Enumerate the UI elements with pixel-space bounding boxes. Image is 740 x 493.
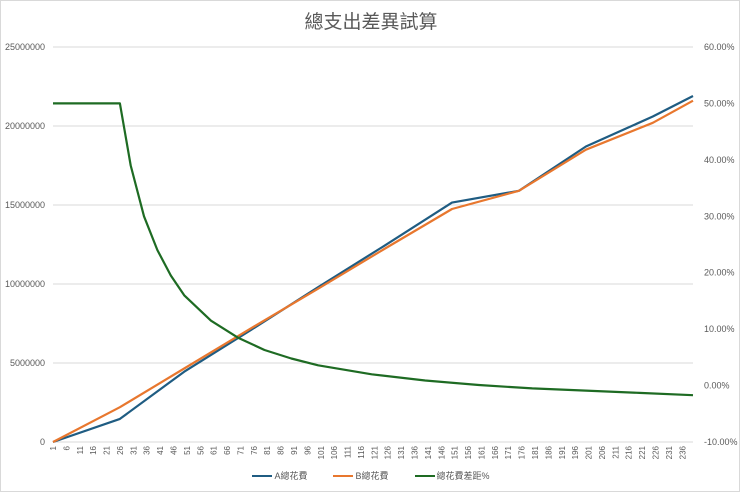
x-tick: 81 (263, 445, 272, 454)
legend-swatch-a (252, 474, 273, 477)
legend: A總花費 B總花費 總花費差距% (1, 469, 740, 482)
x-tick: 171 (504, 445, 513, 459)
series-line-2 (53, 102, 694, 397)
x-tick: 91 (290, 445, 299, 454)
x-tick: 11 (76, 445, 85, 454)
legend-swatch-b (333, 474, 354, 477)
y-right-tick: 20.00% (704, 268, 735, 278)
x-tick: 166 (491, 445, 500, 459)
x-tick: 146 (437, 445, 446, 459)
x-tick: 56 (196, 445, 205, 454)
x-tick: 111 (344, 445, 353, 458)
x-tick: 131 (397, 445, 406, 459)
x-tick: 121 (370, 445, 379, 459)
y-left-tick: 0 (40, 437, 45, 447)
x-tick: 136 (411, 445, 420, 459)
x-tick: 76 (250, 445, 259, 454)
x-tick: 21 (103, 445, 112, 454)
x-tick: 106 (330, 445, 339, 459)
x-tick: 226 (652, 445, 661, 459)
legend-item-diff: 總花費差距% (414, 469, 490, 482)
x-tick: 236 (678, 445, 687, 459)
y-left-tick: 15000000 (5, 200, 45, 210)
x-tick: 181 (531, 445, 540, 459)
x-tick: 221 (638, 445, 647, 459)
x-tick: 71 (236, 445, 245, 454)
x-tick: 26 (116, 445, 125, 454)
x-tick: 96 (303, 445, 312, 454)
y-left-tick: 5000000 (10, 358, 45, 368)
x-tick: 116 (357, 445, 366, 458)
x-tick: 41 (156, 445, 165, 454)
y-right-tick: 50.00% (704, 98, 735, 108)
x-tick: 6 (62, 445, 71, 450)
x-tick: 201 (585, 445, 594, 459)
x-tick: 101 (317, 445, 326, 459)
legend-item-a: A總花費 (252, 469, 307, 482)
y-right-tick: 30.00% (704, 211, 735, 221)
x-tick: 231 (665, 445, 674, 459)
x-tick: 51 (183, 445, 192, 454)
x-tick: 196 (571, 445, 580, 459)
x-tick: 191 (558, 445, 567, 459)
x-tick: 31 (129, 445, 138, 454)
x-tick: 66 (223, 445, 232, 454)
y-right-tick: 0.00% (704, 381, 730, 391)
legend-label-a: A總花費 (274, 471, 308, 481)
x-tick: 161 (477, 445, 486, 459)
series-line-1 (52, 99, 694, 443)
x-tick: 176 (518, 445, 527, 459)
x-tick: 141 (424, 445, 433, 459)
legend-swatch-diff (414, 474, 435, 477)
x-tick: 186 (544, 445, 553, 459)
x-tick: 61 (210, 445, 219, 454)
x-tick: 156 (464, 445, 473, 459)
x-tick: 216 (625, 445, 634, 459)
x-tick: 1 (49, 445, 58, 450)
x-tick: 36 (143, 445, 152, 454)
legend-label-b: B總花費 (355, 471, 389, 481)
x-tick: 206 (598, 445, 607, 459)
y-left-tick: 25000000 (5, 42, 45, 52)
y-left-tick: 10000000 (5, 279, 45, 289)
x-tick: 126 (384, 445, 393, 459)
chart-title: 總支出差異試算 (304, 11, 438, 33)
y-left-tick: 20000000 (5, 121, 45, 131)
legend-label-diff: 總花費差距% (436, 471, 490, 481)
legend-item-b: B總花費 (333, 469, 389, 482)
x-tick: 86 (277, 445, 286, 454)
x-tick: 151 (451, 445, 460, 459)
y-right-tick: 60.00% (704, 42, 735, 52)
series-line-0 (52, 95, 694, 444)
x-tick: 16 (89, 445, 98, 454)
y-right-tick: -10.00% (704, 437, 738, 447)
y-right-tick: 40.00% (704, 155, 735, 165)
y-right-tick: 10.00% (704, 324, 735, 334)
x-tick: 46 (170, 445, 179, 454)
x-tick: 211 (611, 445, 620, 458)
